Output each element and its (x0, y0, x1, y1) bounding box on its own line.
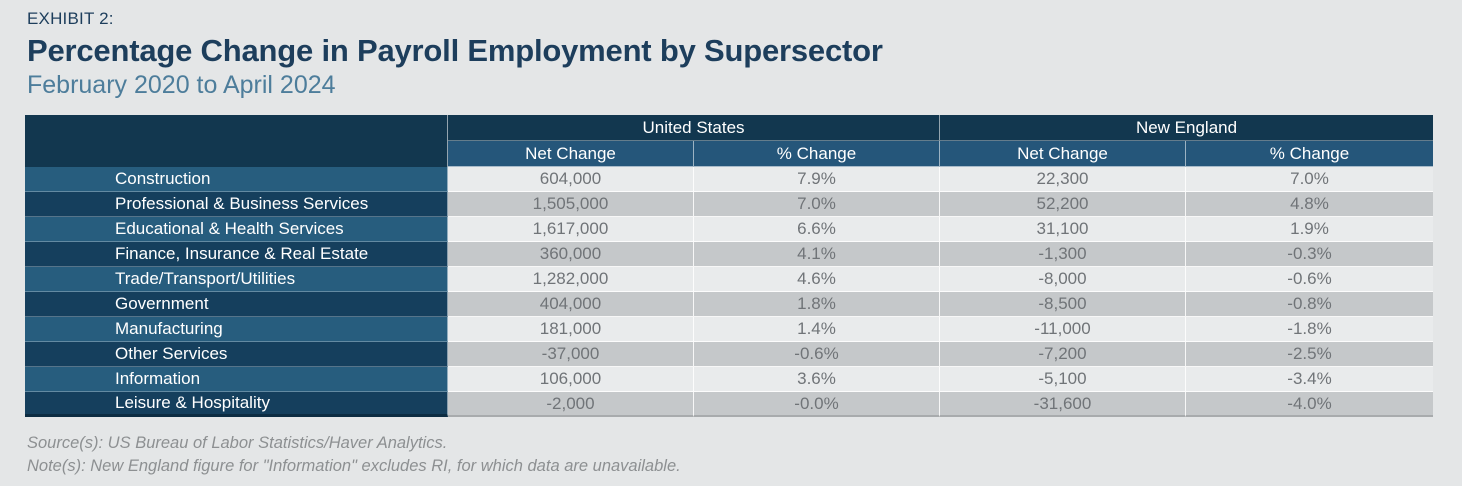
us-net-change-value: 404,000 (448, 292, 694, 317)
sector-label: Finance, Insurance & Real Estate (25, 242, 448, 267)
sub-header-row: Net Change % Change Net Change % Change (25, 141, 1433, 167)
ne-net-change-value: -8,500 (940, 292, 1186, 317)
us-pct-change-value: 4.6% (694, 267, 940, 292)
us-pct-change-value: 7.9% (694, 167, 940, 192)
us-net-change-value: 1,617,000 (448, 217, 694, 242)
sector-label: Leisure & Hospitality (25, 392, 448, 417)
column-group-header-row: United States New England (25, 115, 1433, 167)
ne-net-change-value: -1,300 (940, 242, 1186, 267)
exhibit-label: EXHIBIT 2: (27, 9, 114, 28)
us-pct-change-value: 1.4% (694, 317, 940, 342)
us-pct-change-value: -0.6% (694, 342, 940, 367)
column-group-new-england: New England (940, 115, 1433, 141)
table-row-manufacturing: Manufacturing 181,000 1.4% -11,000 -1.8% (25, 317, 1433, 342)
sector-label: Educational & Health Services (25, 217, 448, 242)
ne-pct-change-value: -2.5% (1186, 342, 1433, 367)
us-pct-change-value: -0.0% (694, 392, 940, 417)
ne-net-change-value: 31,100 (940, 217, 1186, 242)
sector-label: Government (25, 292, 448, 317)
sector-label: Information (25, 367, 448, 392)
sector-label: Professional & Business Services (25, 192, 448, 217)
ne-net-change-value: 22,300 (940, 167, 1186, 192)
table-row-educational-health-services: Educational & Health Services 1,617,000 … (25, 217, 1433, 242)
page-title: Percentage Change in Payroll Employment … (27, 33, 883, 68)
us-pct-change-value: 4.1% (694, 242, 940, 267)
us-pct-change-value: 7.0% (694, 192, 940, 217)
us-pct-change-value: 3.6% (694, 367, 940, 392)
table-row-finance-insurance-real-estate: Finance, Insurance & Real Estate 360,000… (25, 242, 1433, 267)
ne-net-change-value: -7,200 (940, 342, 1186, 367)
table-row-government: Government 404,000 1.8% -8,500 -0.8% (25, 292, 1433, 317)
ne-pct-change-value: -3.4% (1186, 367, 1433, 392)
us-net-change-value: 1,505,000 (448, 192, 694, 217)
ne-pct-change-header: % Change (1186, 141, 1433, 167)
sector-label: Other Services (25, 342, 448, 367)
ne-net-change-value: -5,100 (940, 367, 1186, 392)
table-row-construction: Construction 604,000 7.9% 22,300 7.0% (25, 167, 1433, 192)
us-net-change-value: 1,282,000 (448, 267, 694, 292)
ne-net-change-header: Net Change (940, 141, 1186, 167)
us-net-change-value: 604,000 (448, 167, 694, 192)
ne-pct-change-value: -0.3% (1186, 242, 1433, 267)
exhibit-header: EXHIBIT 2: Percentage Change in Payroll … (27, 9, 883, 100)
ne-net-change-value: -31,600 (940, 392, 1186, 417)
us-pct-change-value: 6.6% (694, 217, 940, 242)
ne-pct-change-value: 4.8% (1186, 192, 1433, 217)
us-pct-change-value: 1.8% (694, 292, 940, 317)
table-row-professional-business-services: Professional & Business Services 1,505,0… (25, 192, 1433, 217)
table-row-information: Information 106,000 3.6% -5,100 -3.4% (25, 367, 1433, 392)
us-net-change-value: 106,000 (448, 367, 694, 392)
sector-label: Construction (25, 167, 448, 192)
us-net-change-value: 181,000 (448, 317, 694, 342)
table-row-other-services: Other Services -37,000 -0.6% -7,200 -2.5… (25, 342, 1433, 367)
payroll-employment-table: United States New England Net Change % C… (25, 115, 1433, 417)
us-net-change-value: -37,000 (448, 342, 694, 367)
ne-pct-change-value: -4.0% (1186, 392, 1433, 417)
table-row-leisure-hospitality: Leisure & Hospitality -2,000 -0.0% -31,6… (25, 392, 1433, 417)
us-pct-change-header: % Change (694, 141, 940, 167)
source-note: Source(s): US Bureau of Labor Statistics… (27, 434, 448, 452)
us-net-change-value: -2,000 (448, 392, 694, 417)
footnotes: Source(s): US Bureau of Labor Statistics… (27, 432, 681, 478)
ne-net-change-value: 52,200 (940, 192, 1186, 217)
corner-cell (25, 115, 448, 167)
ne-pct-change-value: -0.6% (1186, 267, 1433, 292)
page-subtitle: February 2020 to April 2024 (27, 71, 336, 100)
sector-label: Manufacturing (25, 317, 448, 342)
column-group-united-states: United States (448, 115, 940, 141)
data-note: Note(s): New England figure for "Informa… (27, 457, 681, 475)
ne-net-change-value: -11,000 (940, 317, 1186, 342)
ne-pct-change-value: 1.9% (1186, 217, 1433, 242)
us-net-change-header: Net Change (448, 141, 694, 167)
us-net-change-value: 360,000 (448, 242, 694, 267)
ne-pct-change-value: 7.0% (1186, 167, 1433, 192)
table-row-trade-transport-utilities: Trade/Transport/Utilities 1,282,000 4.6%… (25, 267, 1433, 292)
ne-net-change-value: -8,000 (940, 267, 1186, 292)
ne-pct-change-value: -0.8% (1186, 292, 1433, 317)
ne-pct-change-value: -1.8% (1186, 317, 1433, 342)
sector-label: Trade/Transport/Utilities (25, 267, 448, 292)
